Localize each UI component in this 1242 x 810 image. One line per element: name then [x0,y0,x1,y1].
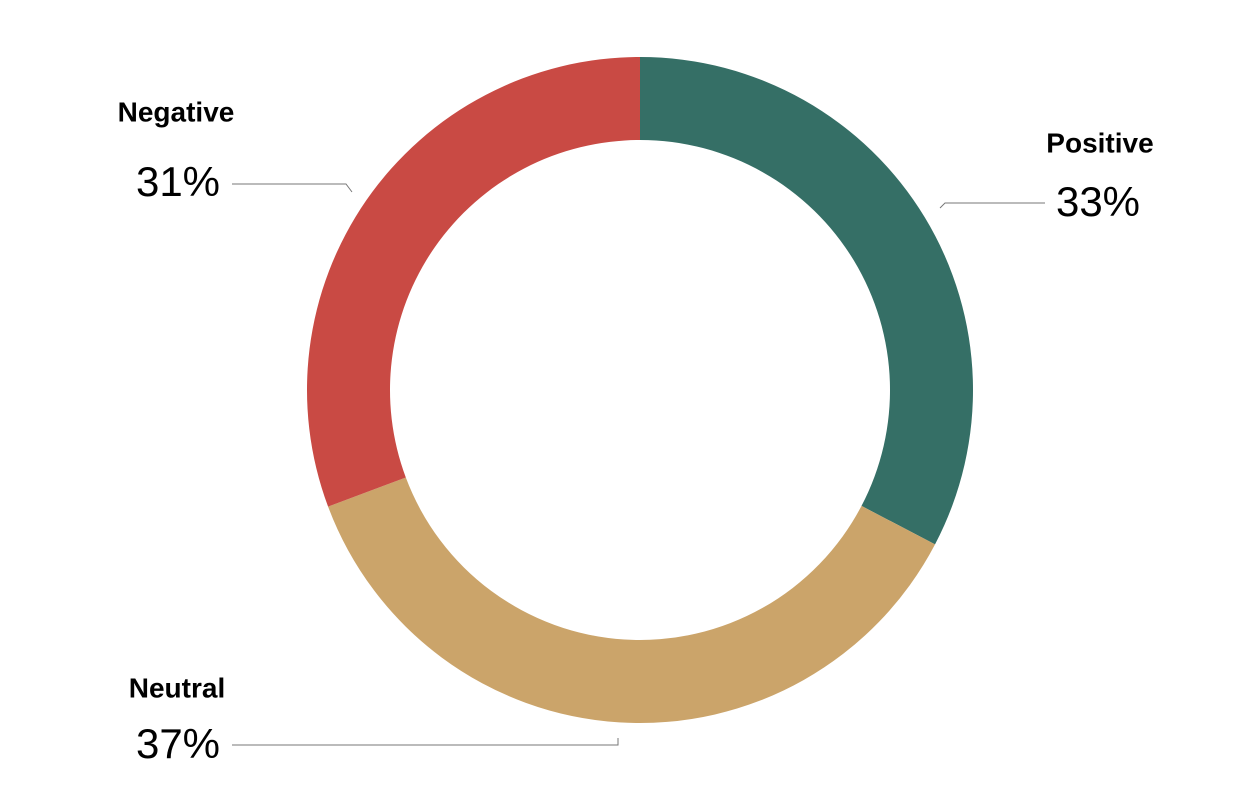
donut-slice [307,57,640,507]
slice-name: Negative [118,96,235,127]
leader-line [232,183,353,193]
donut-slice [640,57,973,545]
slice-name: Neutral [129,672,225,703]
slice-value-label: 33% [1056,178,1140,225]
slice-value-label: 37% [136,720,220,767]
donut-slice [328,477,936,723]
leader-line [232,738,619,746]
leader-line [939,202,1045,209]
slice-value-label: 31% [136,158,220,205]
slice-name: Positive [1046,127,1153,158]
